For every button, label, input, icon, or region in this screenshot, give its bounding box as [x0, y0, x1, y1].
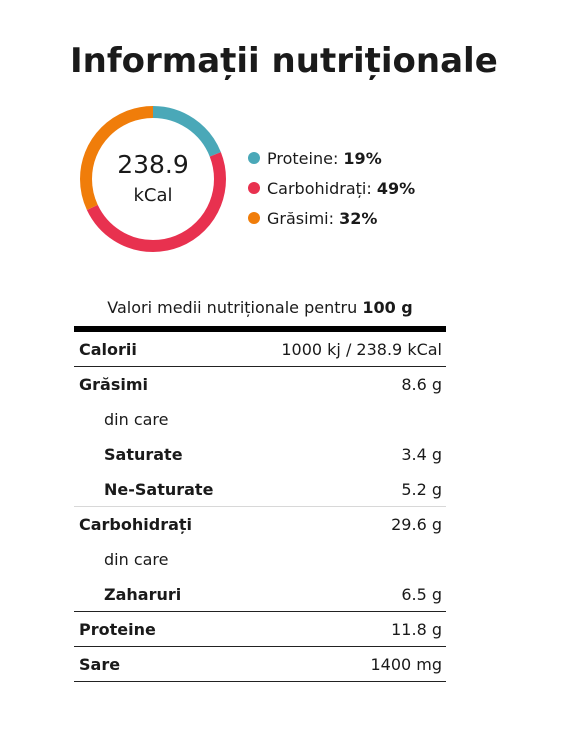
grasimi-dot-icon: [248, 212, 260, 224]
macro-legend: Proteine: 19% Carbohidrați: 49% Grăsimi:…: [248, 143, 415, 233]
carbohidrati-dot-icon: [248, 182, 260, 194]
legend-item-proteine: Proteine: 19%: [248, 143, 415, 173]
table-row-din-care: din care: [74, 542, 446, 577]
proteine-dot-icon: [248, 152, 260, 164]
row-label: Carbohidrați: [79, 515, 193, 534]
page-title: Informații nutriționale: [70, 41, 498, 81]
macro-donut-chart: 238.9 kCal: [74, 100, 232, 258]
legend-separator: :: [328, 208, 334, 228]
row-label: Zaharuri: [104, 584, 182, 604]
donut-segment-carbohidrați: [80, 106, 226, 252]
row-value: 3.4 g: [401, 445, 442, 464]
row-value: 29.6 g: [391, 515, 442, 534]
row-value: 1000 kj / 238.9 kCal: [281, 339, 442, 359]
kcal-unit: kCal: [133, 185, 173, 206]
row-label: din care: [104, 550, 169, 569]
row-label: Ne-Saturate: [104, 479, 214, 499]
table-row-calorii: Calorii 1000 kj / 238.9 kCal: [74, 332, 446, 367]
row-value: 6.5 g: [401, 584, 442, 604]
legend-label-carbohidrati: Carbohidrați: [267, 178, 367, 198]
table-row-ne-saturate: Ne-Saturate 5.2 g: [74, 472, 446, 507]
table-row-saturate: Saturate 3.4 g: [74, 437, 446, 472]
legend-label-grasimi: Grăsimi: [267, 208, 329, 228]
row-label: Saturate: [104, 445, 183, 464]
table-row-zaharuri: Zaharuri 6.5 g: [74, 577, 446, 612]
row-label: Proteine: [79, 619, 156, 639]
donut-segment-grăsimi: [80, 106, 226, 252]
row-value: 1400 mg: [370, 654, 442, 674]
legend-item-grasimi: Grăsimi: 32%: [248, 203, 415, 233]
donut-center: 238.9 kCal: [74, 100, 232, 258]
row-label: Sare: [79, 654, 121, 674]
row-label: din care: [104, 410, 169, 429]
table-row-carbohidrati: Carbohidrați 29.6 g: [74, 507, 446, 542]
table-caption: Valori medii nutriționale pentru 100 g: [74, 296, 446, 320]
legend-separator: :: [366, 178, 372, 198]
table-row-sare: Sare 1400 mg: [74, 647, 446, 682]
row-value: 5.2 g: [401, 479, 442, 499]
legend-label-proteine: Proteine: [267, 148, 333, 168]
legend-percent-grasimi: 32%: [339, 208, 378, 228]
table-caption-text: Valori medii nutriționale pentru: [107, 298, 358, 317]
nutrition-table: Calorii 1000 kj / 238.9 kCal Grăsimi 8.6…: [74, 326, 446, 682]
legend-item-carbohidrati: Carbohidrați: 49%: [248, 173, 415, 203]
legend-percent-carbohidrati: 49%: [376, 178, 416, 198]
table-row-din-care: din care: [74, 402, 446, 437]
legend-separator: :: [332, 148, 339, 168]
table-row-proteine: Proteine 11.8 g: [74, 612, 446, 647]
row-value: 11.8 g: [391, 619, 442, 639]
row-label: Calorii: [79, 339, 137, 359]
donut-ring: [80, 106, 226, 252]
table-row-grasimi: Grăsimi 8.6 g: [74, 367, 446, 402]
row-value: 8.6 g: [401, 375, 442, 394]
table-caption-amount: 100 g: [362, 298, 413, 317]
kcal-value: 238.9: [117, 150, 189, 179]
legend-percent-proteine: 19%: [343, 148, 382, 168]
row-label: Grăsimi: [79, 375, 148, 394]
